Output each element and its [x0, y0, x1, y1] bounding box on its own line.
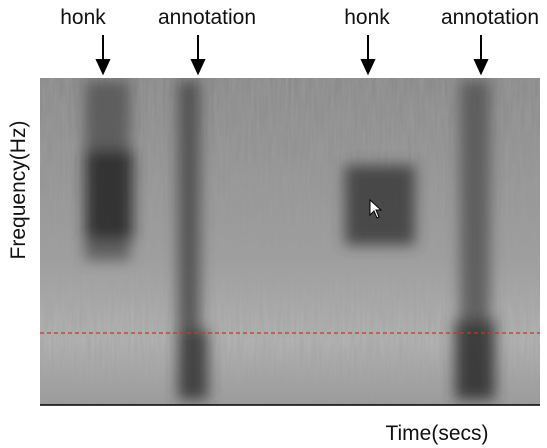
annotation-label: honk — [60, 6, 106, 29]
y-axis-label: Frequency(Hz) — [7, 121, 30, 260]
annotation-label: annotation — [158, 6, 256, 29]
mouse-cursor — [369, 198, 383, 219]
annotation-label: honk — [344, 6, 390, 29]
arrows — [95, 35, 489, 76]
annotation-label: annotation — [441, 6, 539, 29]
x-axis-label: Time(secs) — [385, 422, 488, 445]
spectrogram — [40, 78, 540, 405]
